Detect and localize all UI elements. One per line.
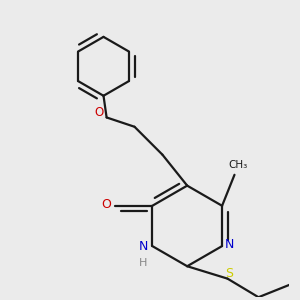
Text: CH₃: CH₃ — [228, 160, 247, 170]
Text: N: N — [225, 238, 235, 251]
Text: H: H — [139, 258, 147, 268]
Text: O: O — [94, 106, 104, 119]
Text: N: N — [138, 240, 148, 253]
Text: O: O — [101, 198, 111, 211]
Text: S: S — [225, 268, 233, 281]
